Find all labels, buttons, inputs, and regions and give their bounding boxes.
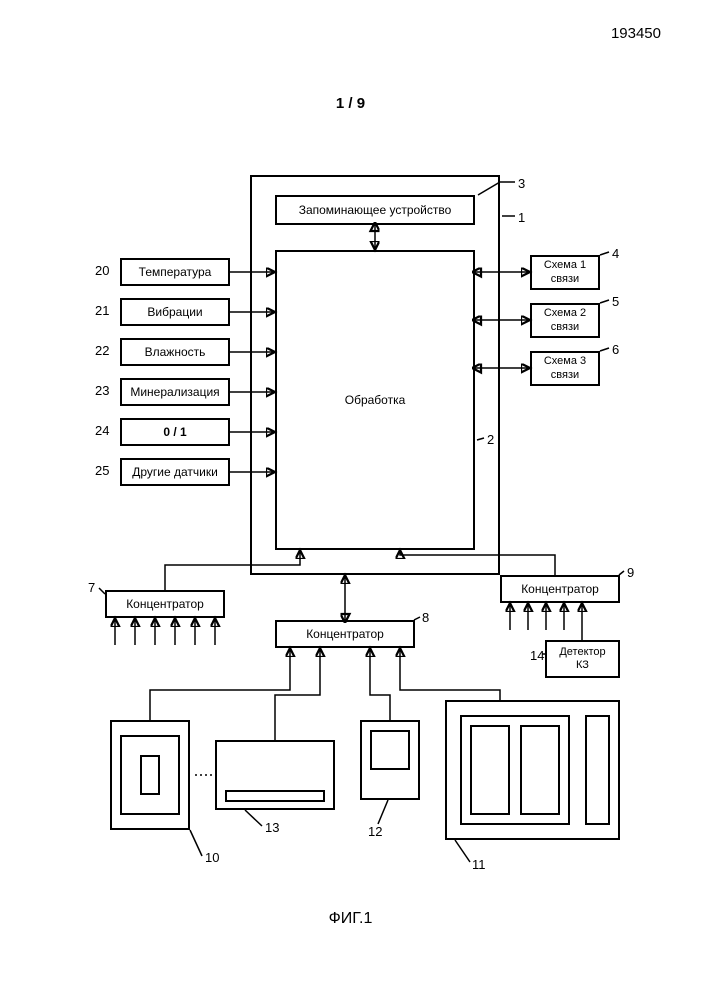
vibration-box: Вибрации — [120, 298, 230, 326]
sc-detector-box: Детектор КЗ — [545, 640, 620, 678]
ref-24: 24 — [95, 423, 109, 438]
other-sensors-box: Другие датчики — [120, 458, 230, 486]
memory-box: Запоминающее устройство — [275, 195, 475, 225]
dev12-inner — [370, 730, 410, 770]
ref-10: 10 — [205, 850, 219, 865]
dev10-rect — [140, 755, 160, 795]
figure-caption: ФИГ.1 — [0, 910, 701, 928]
ref-3: 3 — [518, 176, 525, 191]
ref-22: 22 — [95, 343, 109, 358]
ref-11: 11 — [472, 857, 486, 872]
ref-9: 9 — [627, 565, 634, 580]
mineralization-box: Минерализация — [120, 378, 230, 406]
ref-12: 12 — [368, 824, 382, 839]
processing-box: Обработка — [275, 250, 475, 550]
comm3-box: Схема 3 связи — [530, 351, 600, 386]
comm1-box: Схема 1 связи — [530, 255, 600, 290]
ref-4: 4 — [612, 246, 619, 261]
ref-5: 5 — [612, 294, 619, 309]
dev11-lr — [520, 725, 560, 815]
ref-13: 13 — [265, 820, 279, 835]
hub8-box: Концентратор — [275, 620, 415, 648]
ref-8: 8 — [422, 610, 429, 625]
ref-7: 7 — [88, 580, 95, 595]
hub7-box: Концентратор — [105, 590, 225, 618]
ref-1: 1 — [518, 210, 525, 225]
dev13-inner — [225, 790, 325, 802]
humidity-box: Влажность — [120, 338, 230, 366]
dev11-ll — [470, 725, 510, 815]
ref-2: 2 — [487, 432, 494, 447]
hub9-box: Концентратор — [500, 575, 620, 603]
ref-21: 21 — [95, 303, 109, 318]
ref-20: 20 — [95, 263, 109, 278]
comm2-box: Схема 2 связи — [530, 303, 600, 338]
binary-box: 0 / 1 — [120, 418, 230, 446]
ref-14: 14 — [530, 648, 544, 663]
ref-6: 6 — [612, 342, 619, 357]
doc-number: 193450 — [611, 25, 661, 42]
temperature-box: Температура — [120, 258, 230, 286]
dev11-right — [585, 715, 610, 825]
ref-25: 25 — [95, 463, 109, 478]
page-counter: 1 / 9 — [0, 95, 701, 112]
ref-23: 23 — [95, 383, 109, 398]
